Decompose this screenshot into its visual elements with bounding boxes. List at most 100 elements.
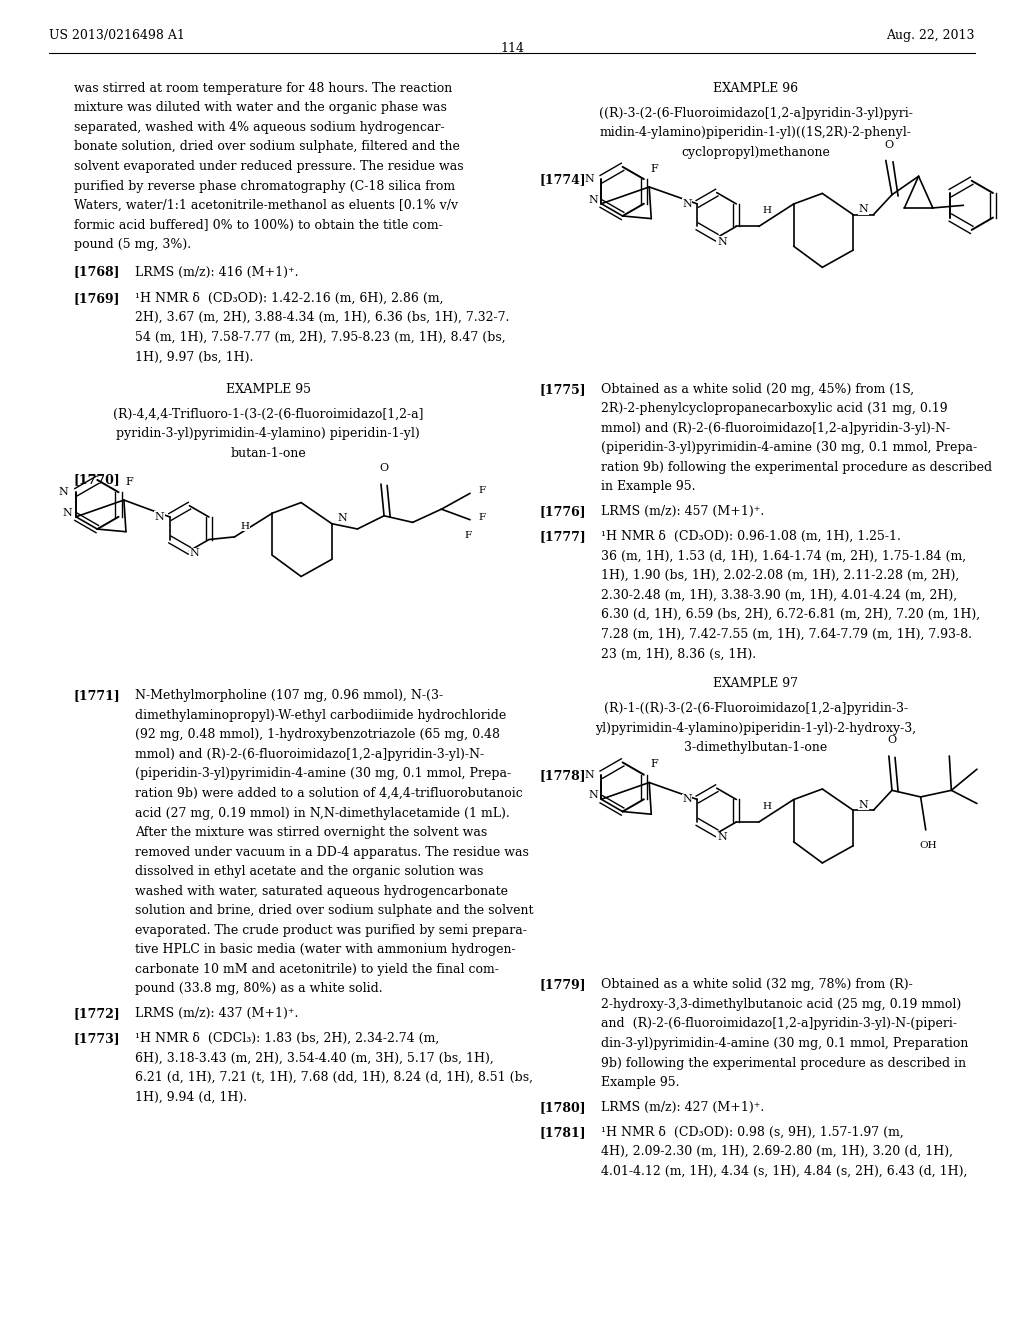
Text: N-Methylmorpholine (107 mg, 0.96 mmol), N-(3-: N-Methylmorpholine (107 mg, 0.96 mmol), … bbox=[135, 689, 443, 702]
Text: 6.30 (d, 1H), 6.59 (bs, 2H), 6.72-6.81 (m, 2H), 7.20 (m, 1H),: 6.30 (d, 1H), 6.59 (bs, 2H), 6.72-6.81 (… bbox=[601, 609, 980, 622]
Text: (piperidin-3-yl)pyrimidin-4-amine (30 mg, 0.1 mmol, Prepa-: (piperidin-3-yl)pyrimidin-4-amine (30 mg… bbox=[135, 767, 511, 780]
Text: H: H bbox=[763, 801, 771, 810]
Text: Example 95.: Example 95. bbox=[601, 1076, 680, 1089]
Text: 1H), 9.94 (d, 1H).: 1H), 9.94 (d, 1H). bbox=[135, 1090, 247, 1104]
Text: N: N bbox=[682, 795, 692, 804]
Text: 2H), 3.67 (m, 2H), 3.88-4.34 (m, 1H), 6.36 (bs, 1H), 7.32-7.: 2H), 3.67 (m, 2H), 3.88-4.34 (m, 1H), 6.… bbox=[135, 312, 510, 325]
Text: (piperidin-3-yl)pyrimidin-4-amine (30 mg, 0.1 mmol, Prepa-: (piperidin-3-yl)pyrimidin-4-amine (30 mg… bbox=[601, 441, 977, 454]
Text: purified by reverse phase chromatography (C-18 silica from: purified by reverse phase chromatography… bbox=[74, 180, 455, 193]
Text: F: F bbox=[479, 512, 486, 521]
Text: (R)-1-((R)-3-(2-(6-Fluoroimidazo[1,2-a]pyridin-3-: (R)-1-((R)-3-(2-(6-Fluoroimidazo[1,2-a]p… bbox=[604, 702, 907, 715]
Text: ration 9b) following the experimental procedure as described: ration 9b) following the experimental pr… bbox=[601, 461, 992, 474]
Text: EXAMPLE 95: EXAMPLE 95 bbox=[225, 383, 311, 396]
Text: EXAMPLE 97: EXAMPLE 97 bbox=[713, 677, 799, 690]
Text: Aug. 22, 2013: Aug. 22, 2013 bbox=[887, 29, 975, 42]
Text: After the mixture was stirred overnight the solvent was: After the mixture was stirred overnight … bbox=[135, 826, 487, 840]
Text: 1H), 1.90 (bs, 1H), 2.02-2.08 (m, 1H), 2.11-2.28 (m, 2H),: 1H), 1.90 (bs, 1H), 2.02-2.08 (m, 1H), 2… bbox=[601, 569, 959, 582]
Text: N: N bbox=[588, 195, 598, 205]
Text: in Example 95.: in Example 95. bbox=[601, 480, 695, 494]
Text: O: O bbox=[380, 463, 389, 474]
Text: [1776]: [1776] bbox=[540, 506, 587, 519]
Text: F: F bbox=[125, 477, 133, 487]
Text: O: O bbox=[885, 140, 894, 149]
Text: solvent evaporated under reduced pressure. The residue was: solvent evaporated under reduced pressur… bbox=[74, 160, 463, 173]
Text: 6H), 3.18-3.43 (m, 2H), 3.54-4.40 (m, 3H), 5.17 (bs, 1H),: 6H), 3.18-3.43 (m, 2H), 3.54-4.40 (m, 3H… bbox=[135, 1052, 494, 1064]
Text: N: N bbox=[858, 205, 868, 214]
Text: removed under vacuum in a DD-4 apparatus. The residue was: removed under vacuum in a DD-4 apparatus… bbox=[135, 846, 529, 858]
Text: F: F bbox=[650, 164, 658, 173]
Text: mmol) and (R)-2-(6-fluoroimidazo[1,2-a]pyridin-3-yl)-N-: mmol) and (R)-2-(6-fluoroimidazo[1,2-a]p… bbox=[601, 422, 950, 434]
Text: bonate solution, dried over sodium sulphate, filtered and the: bonate solution, dried over sodium sulph… bbox=[74, 140, 460, 153]
Text: (92 mg, 0.48 mmol), 1-hydroxybenzotriazole (65 mg, 0.48: (92 mg, 0.48 mmol), 1-hydroxybenzotriazo… bbox=[135, 729, 500, 742]
Text: 9b) following the experimental procedure as described in: 9b) following the experimental procedure… bbox=[601, 1056, 967, 1069]
Text: mmol) and (R)-2-(6-fluoroimidazo[1,2-a]pyridin-3-yl)-N-: mmol) and (R)-2-(6-fluoroimidazo[1,2-a]p… bbox=[135, 748, 484, 760]
Text: N: N bbox=[584, 770, 594, 780]
Text: [1770]: [1770] bbox=[74, 473, 121, 486]
Text: [1777]: [1777] bbox=[540, 531, 587, 543]
Text: and  (R)-2-(6-fluoroimidazo[1,2-a]pyridin-3-yl)-N-(piperi-: and (R)-2-(6-fluoroimidazo[1,2-a]pyridin… bbox=[601, 1018, 957, 1031]
Text: ¹H NMR δ  (CDCl₃): 1.83 (bs, 2H), 2.34-2.74 (m,: ¹H NMR δ (CDCl₃): 1.83 (bs, 2H), 2.34-2.… bbox=[135, 1032, 439, 1045]
Text: 2R)-2-phenylcyclopropanecarboxylic acid (31 mg, 0.19: 2R)-2-phenylcyclopropanecarboxylic acid … bbox=[601, 403, 948, 416]
Text: dissolved in ethyl acetate and the organic solution was: dissolved in ethyl acetate and the organ… bbox=[135, 865, 483, 878]
Text: solution and brine, dried over sodium sulphate and the solvent: solution and brine, dried over sodium su… bbox=[135, 904, 534, 917]
Text: pyridin-3-yl)pyrimidin-4-ylamino) piperidin-1-yl): pyridin-3-yl)pyrimidin-4-ylamino) piperi… bbox=[117, 428, 420, 441]
Text: [1773]: [1773] bbox=[74, 1032, 121, 1045]
Text: [1771]: [1771] bbox=[74, 689, 121, 702]
Text: H: H bbox=[241, 521, 249, 531]
Text: N: N bbox=[717, 832, 727, 842]
Text: formic acid buffered] 0% to 100%) to obtain the title com-: formic acid buffered] 0% to 100%) to obt… bbox=[74, 219, 442, 231]
Text: F: F bbox=[465, 531, 472, 540]
Text: ration 9b) were added to a solution of 4,4,4-trifluorobutanoic: ration 9b) were added to a solution of 4… bbox=[135, 787, 523, 800]
Text: N: N bbox=[584, 174, 594, 183]
Text: N: N bbox=[588, 791, 598, 800]
Text: ¹H NMR δ  (CD₃OD): 0.96-1.08 (m, 1H), 1.25-1.: ¹H NMR δ (CD₃OD): 0.96-1.08 (m, 1H), 1.2… bbox=[601, 531, 901, 543]
Text: 4H), 2.09-2.30 (m, 1H), 2.69-2.80 (m, 1H), 3.20 (d, 1H),: 4H), 2.09-2.30 (m, 1H), 2.69-2.80 (m, 1H… bbox=[601, 1146, 953, 1158]
Text: midin-4-ylamino)piperidin-1-yl)((1S,2R)-2-phenyl-: midin-4-ylamino)piperidin-1-yl)((1S,2R)-… bbox=[600, 127, 911, 139]
Text: N: N bbox=[717, 236, 727, 247]
Text: evaporated. The crude product was purified by semi prepara-: evaporated. The crude product was purifi… bbox=[135, 924, 527, 937]
Text: 6.21 (d, 1H), 7.21 (t, 1H), 7.68 (dd, 1H), 8.24 (d, 1H), 8.51 (bs,: 6.21 (d, 1H), 7.21 (t, 1H), 7.68 (dd, 1H… bbox=[135, 1071, 534, 1084]
Text: ((R)-3-(2-(6-Fluoroimidazo[1,2-a]pyridin-3-yl)pyri-: ((R)-3-(2-(6-Fluoroimidazo[1,2-a]pyridin… bbox=[599, 107, 912, 120]
Text: N: N bbox=[62, 508, 73, 517]
Text: acid (27 mg, 0.19 mmol) in N,N-dimethylacetamide (1 mL).: acid (27 mg, 0.19 mmol) in N,N-dimethyla… bbox=[135, 807, 510, 820]
Text: [1769]: [1769] bbox=[74, 292, 120, 305]
Text: Waters, water/1:1 acetonitrile-methanol as eluents [0.1% v/v: Waters, water/1:1 acetonitrile-methanol … bbox=[74, 199, 458, 213]
Text: F: F bbox=[650, 759, 658, 770]
Text: LRMS (m/z): 427 (M+1)⁺.: LRMS (m/z): 427 (M+1)⁺. bbox=[601, 1101, 764, 1114]
Text: 4.01-4.12 (m, 1H), 4.34 (s, 1H), 4.84 (s, 2H), 6.43 (d, 1H),: 4.01-4.12 (m, 1H), 4.34 (s, 1H), 4.84 (s… bbox=[601, 1164, 968, 1177]
Text: [1775]: [1775] bbox=[540, 383, 587, 396]
Text: N: N bbox=[858, 800, 868, 810]
Text: din-3-yl)pyrimidin-4-amine (30 mg, 0.1 mmol, Preparation: din-3-yl)pyrimidin-4-amine (30 mg, 0.1 m… bbox=[601, 1038, 969, 1049]
Text: dimethylaminopropyl)-W-ethyl carbodiimide hydrochloride: dimethylaminopropyl)-W-ethyl carbodiimid… bbox=[135, 709, 507, 722]
Text: ¹H NMR δ  (CD₃OD): 0.98 (s, 9H), 1.57-1.97 (m,: ¹H NMR δ (CD₃OD): 0.98 (s, 9H), 1.57-1.9… bbox=[601, 1126, 904, 1139]
Text: 7.28 (m, 1H), 7.42-7.55 (m, 1H), 7.64-7.79 (m, 1H), 7.93-8.: 7.28 (m, 1H), 7.42-7.55 (m, 1H), 7.64-7.… bbox=[601, 628, 972, 640]
Text: 23 (m, 1H), 8.36 (s, 1H).: 23 (m, 1H), 8.36 (s, 1H). bbox=[601, 647, 756, 660]
Text: N: N bbox=[189, 548, 200, 558]
Text: US 2013/0216498 A1: US 2013/0216498 A1 bbox=[49, 29, 185, 42]
Text: ¹H NMR δ  (CD₃OD): 1.42-2.16 (m, 6H), 2.86 (m,: ¹H NMR δ (CD₃OD): 1.42-2.16 (m, 6H), 2.8… bbox=[135, 292, 443, 305]
Text: LRMS (m/z): 457 (M+1)⁺.: LRMS (m/z): 457 (M+1)⁺. bbox=[601, 506, 764, 519]
Text: carbonate 10 mM and acetonitrile) to yield the final com-: carbonate 10 mM and acetonitrile) to yie… bbox=[135, 962, 499, 975]
Text: Obtained as a white solid (20 mg, 45%) from (1S,: Obtained as a white solid (20 mg, 45%) f… bbox=[601, 383, 914, 396]
Text: 3-dimethylbutan-1-one: 3-dimethylbutan-1-one bbox=[684, 742, 827, 754]
Text: (R)-4,4,4-Trifluoro-1-(3-(2-(6-fluoroimidazo[1,2-a]: (R)-4,4,4-Trifluoro-1-(3-(2-(6-fluoroimi… bbox=[113, 408, 424, 421]
Text: 114: 114 bbox=[500, 42, 524, 55]
Text: 2.30-2.48 (m, 1H), 3.38-3.90 (m, 1H), 4.01-4.24 (m, 2H),: 2.30-2.48 (m, 1H), 3.38-3.90 (m, 1H), 4.… bbox=[601, 589, 957, 602]
Text: 36 (m, 1H), 1.53 (d, 1H), 1.64-1.74 (m, 2H), 1.75-1.84 (m,: 36 (m, 1H), 1.53 (d, 1H), 1.64-1.74 (m, … bbox=[601, 549, 967, 562]
Text: [1772]: [1772] bbox=[74, 1007, 121, 1020]
Text: N: N bbox=[155, 512, 165, 521]
Text: [1780]: [1780] bbox=[540, 1101, 587, 1114]
Text: EXAMPLE 96: EXAMPLE 96 bbox=[713, 82, 799, 95]
Text: washed with water, saturated aqueous hydrogencarbonate: washed with water, saturated aqueous hyd… bbox=[135, 884, 508, 898]
Text: [1774]: [1774] bbox=[540, 173, 587, 186]
Text: mixture was diluted with water and the organic phase was: mixture was diluted with water and the o… bbox=[74, 102, 446, 115]
Text: 1H), 9.97 (bs, 1H).: 1H), 9.97 (bs, 1H). bbox=[135, 350, 254, 363]
Text: [1781]: [1781] bbox=[540, 1126, 587, 1139]
Text: cyclopropyl)methanone: cyclopropyl)methanone bbox=[681, 145, 830, 158]
Text: pound (33.8 mg, 80%) as a white solid.: pound (33.8 mg, 80%) as a white solid. bbox=[135, 982, 383, 995]
Text: N: N bbox=[58, 487, 69, 498]
Text: pound (5 mg, 3%).: pound (5 mg, 3%). bbox=[74, 238, 190, 251]
Text: [1779]: [1779] bbox=[540, 978, 587, 991]
Text: LRMS (m/z): 416 (M+1)⁺.: LRMS (m/z): 416 (M+1)⁺. bbox=[135, 265, 299, 279]
Text: OH: OH bbox=[919, 841, 937, 850]
